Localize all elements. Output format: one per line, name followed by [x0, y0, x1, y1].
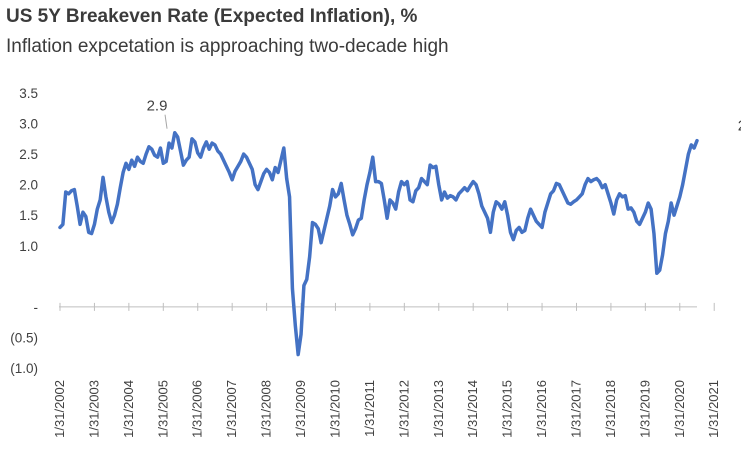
x-tick-label: 1/31/2012: [396, 380, 411, 438]
x-tick-label: 1/31/2010: [327, 380, 342, 438]
x-tick-label: 1/31/2017: [568, 380, 583, 438]
annotation-label: 2.9: [147, 98, 168, 115]
x-tick-label: 1/31/2020: [672, 380, 687, 438]
x-tick-label: 1/31/2003: [86, 380, 101, 438]
x-tick-label: 1/31/2009: [293, 380, 308, 438]
x-tick-label: 1/31/2005: [155, 380, 170, 438]
y-axis: 3.5 3.0 2.5 2.0 1.5 1.0 - (0.5) (1.0): [10, 86, 38, 376]
y-tick-label: 1.5: [19, 208, 38, 223]
series-line: [58, 130, 699, 357]
x-tick-label: 1/31/2013: [431, 380, 446, 438]
x-tick-label: 1/31/2018: [603, 380, 618, 438]
y-tick-label: (1.0): [10, 361, 38, 376]
y-tick-label: (0.5): [10, 330, 38, 345]
x-tick-label: 1/31/2006: [190, 380, 205, 438]
annotations: 2.9 2.7: [147, 98, 741, 135]
x-tick-label: 1/31/2007: [224, 380, 239, 438]
chart-title: US 5Y Breakeven Rate (Expected Inflation…: [6, 6, 418, 27]
y-tick-label: 3.0: [19, 117, 38, 132]
y-tick-label: 2.5: [19, 147, 38, 162]
y-tick-label: 2.0: [19, 178, 38, 193]
x-tick-label: 1/31/2019: [637, 380, 652, 438]
annotation-leader-line: [164, 114, 168, 129]
x-tick-label: 1/31/2015: [500, 380, 515, 438]
x-tick-label: 1/31/2021: [706, 380, 721, 438]
y-tick-label: 3.5: [19, 86, 38, 101]
annotation-label: 2.7: [738, 118, 741, 135]
y-tick-label: -: [34, 300, 39, 315]
x-tick-label: 1/31/2011: [362, 380, 377, 437]
x-tick-label: 1/31/2008: [259, 380, 274, 438]
x-tick-label: 1/31/2014: [465, 380, 480, 438]
series: [58, 130, 699, 357]
x-axis: 1/31/2002 1/31/2003 1/31/2004 1/31/2005 1/31…: [52, 302, 721, 438]
y-tick-label: 1.0: [19, 239, 38, 254]
x-tick-label: 1/31/2002: [52, 380, 67, 438]
x-tick-label: 1/31/2016: [534, 380, 549, 438]
chart-subtitle: Inflation expcetation is approaching two…: [6, 36, 449, 57]
x-tick-label: 1/31/2004: [121, 380, 136, 438]
